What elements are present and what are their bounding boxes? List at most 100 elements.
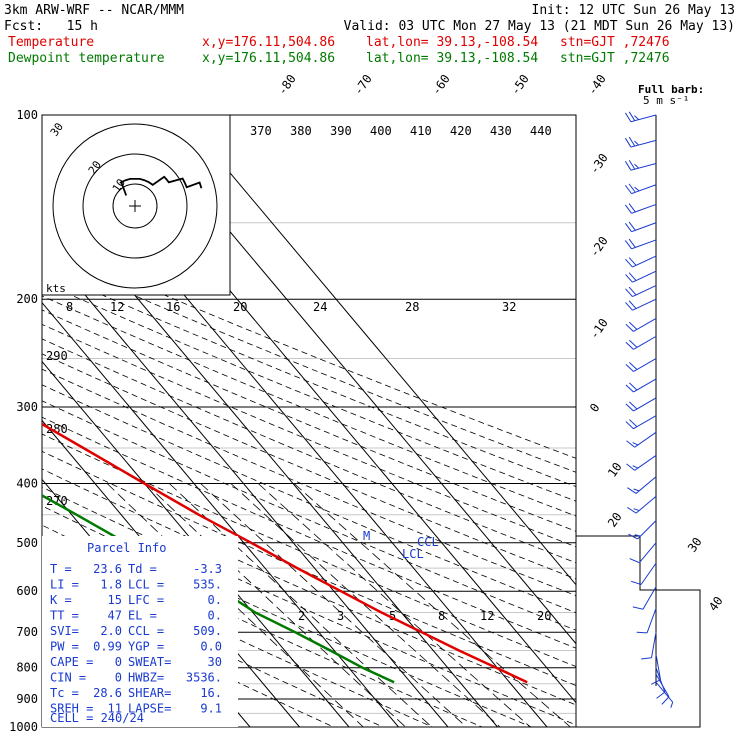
pressure-tick-label: 400 <box>16 477 38 491</box>
dry-adiabat <box>42 468 576 706</box>
wind-barb <box>631 562 657 585</box>
parcel-info-cell: 3536. <box>186 671 222 685</box>
wind-barb <box>624 136 657 148</box>
parcel-info-cell: 0 <box>115 671 122 685</box>
parcel-info-cell: 30 <box>208 655 222 669</box>
parcel-info-cell: LI = <box>50 578 79 592</box>
parcel-info-cell: 16. <box>200 686 222 700</box>
parcel-info-cell: 47 <box>108 609 122 623</box>
legend-dewpoint-stn: stn=GJT ,72476 <box>560 51 670 66</box>
temperature-trace <box>42 422 528 684</box>
mixing-ratio-label: 12 <box>480 609 494 623</box>
dry-adiabat <box>42 309 576 532</box>
legend-dewpoint-xy: x,y=176.11,504.86 <box>202 51 335 66</box>
isotherm-label: 20 <box>605 510 625 530</box>
parcel-info-cell: -3.3 <box>193 562 222 576</box>
legend-temperature-latlon: lat,lon= 39.13,-108.54 <box>366 35 538 50</box>
pressure-tick-label: 100 <box>16 108 38 122</box>
isotherm-label: -10 <box>587 316 611 342</box>
parcel-info-cell: 0. <box>208 609 222 623</box>
wind-barb <box>627 496 657 514</box>
upper-axis-label: 16 <box>166 300 180 314</box>
wind-barb <box>624 160 657 171</box>
theta-label: 410 <box>410 124 432 138</box>
parcel-info-title: Parcel Info <box>87 541 166 555</box>
forecast-hour: Fcst: 15 h <box>4 19 98 34</box>
upper-axis-label: 24 <box>313 300 327 314</box>
pressure-tick-label: 500 <box>16 536 38 550</box>
mixing-ratio-line <box>230 483 501 727</box>
upper-axis-label: 20 <box>233 300 247 314</box>
parcel-info-cell: TT = <box>50 609 79 623</box>
parcel-info-cell: 28.6 <box>93 686 122 700</box>
wind-barb <box>625 397 657 412</box>
hodograph-ring <box>82 153 188 259</box>
mixing-ratio-label: 5 <box>389 609 396 623</box>
pressure-tick-label: 200 <box>16 292 38 306</box>
wind-barb <box>625 298 657 311</box>
mixing-ratio-label: 3 <box>337 609 344 623</box>
wind-barb <box>636 608 657 634</box>
model-title: 3km ARW-WRF -- NCAR/MMM <box>4 3 184 18</box>
wind-barb <box>655 674 670 705</box>
mixing-ratio-label: 20 <box>537 609 551 623</box>
parcel-info-cell: LAPSE= <box>128 702 171 716</box>
thetae-label: 280 <box>46 422 68 436</box>
parcel-info-cell: K = <box>50 593 72 607</box>
marker-m: M <box>363 529 370 543</box>
parcel-info-cell: HWBZ= <box>128 671 164 685</box>
mixing-ratio-line <box>257 483 531 727</box>
dry-adiabat <box>42 295 576 517</box>
dewpoint-trace <box>42 493 395 684</box>
parcel-info-cell: 0.99 <box>93 640 122 654</box>
isotherm <box>42 360 350 727</box>
wind-barb <box>624 221 657 233</box>
valid-time: Valid: 03 UTC Mon 27 May 13 (21 MDT Sun … <box>344 19 735 34</box>
thetae-label: 270 <box>46 494 68 508</box>
wind-barb <box>625 255 657 268</box>
dry-adiabat <box>42 268 576 488</box>
parcel-info-cell: 9.1 <box>200 702 222 716</box>
frame-extension <box>576 535 701 728</box>
parcel-info-cell: Td = <box>128 562 157 576</box>
parcel-cell: CELL = 240/24 <box>50 711 144 725</box>
isotherm-label: -20 <box>587 234 611 260</box>
pressure-tick-label: 900 <box>16 692 38 706</box>
hodograph-ring <box>112 183 158 229</box>
theta-label: 380 <box>290 124 312 138</box>
upper-axis-label: 28 <box>405 300 419 314</box>
parcel-info-cell: 0 <box>115 655 122 669</box>
wind-barb <box>625 378 657 393</box>
wind-barb <box>625 270 657 283</box>
wind-barb <box>625 415 657 430</box>
parcel-info-cell: 535. <box>193 578 222 592</box>
parcel-info-cell: 15 <box>108 593 122 607</box>
dry-adiabat <box>42 255 576 473</box>
wind-barb <box>627 476 657 494</box>
parcel-info-cell: 2.0 <box>100 624 122 638</box>
wind-barb <box>625 358 657 372</box>
hodograph-ring <box>52 123 218 289</box>
hodograph-ring-label: 20 <box>86 158 104 176</box>
isotherm-label: -80 <box>275 72 299 98</box>
theta-label: 400 <box>370 124 392 138</box>
theta-label: 370 <box>250 124 272 138</box>
hodograph-ring-label: 30 <box>48 120 66 138</box>
wind-barb <box>624 203 657 214</box>
parcel-info-cell: CCL = <box>128 624 164 638</box>
theta-label: 420 <box>450 124 472 138</box>
isotherm-label: -60 <box>429 72 453 98</box>
theta-label: 430 <box>490 124 512 138</box>
pressure-tick-label: 600 <box>16 584 38 598</box>
parcel-info-cell: 0. <box>208 593 222 607</box>
pressure-tick-label: 700 <box>16 625 38 639</box>
wind-barb <box>624 238 657 250</box>
isotherm <box>181 115 576 586</box>
parcel-info-cell: LFC = <box>128 593 164 607</box>
wind-barb <box>641 632 657 660</box>
dry-adiabat <box>42 524 483 727</box>
legend-temperature-xy: x,y=176.11,504.86 <box>202 35 335 50</box>
wind-barb <box>626 455 657 471</box>
isotherm-label: 0 <box>587 401 603 415</box>
